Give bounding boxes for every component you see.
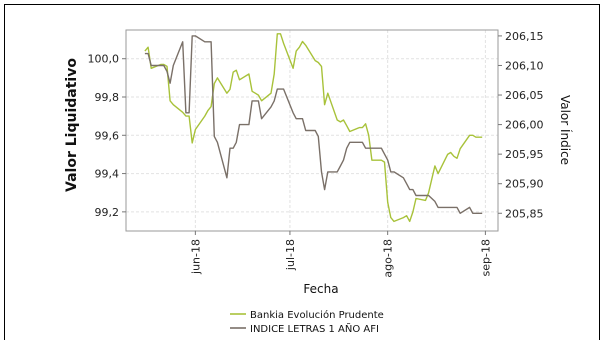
right-tick-label: 206,05 — [505, 89, 544, 102]
left-axis-title: Valor Liquidativo — [64, 58, 80, 192]
left-axis-ticks: 100,0 99,8 99,6 99,4 99,2 — [88, 53, 126, 219]
legend-label: Bankia Evolución Prudente — [250, 309, 384, 321]
left-tick-label: 99,8 — [95, 91, 120, 104]
right-tick-label: 205,90 — [505, 178, 544, 191]
series-line-bankia-evolucion — [144, 33, 483, 223]
right-tick-label: 206,15 — [505, 30, 544, 43]
right-tick-label: 205,95 — [505, 148, 544, 161]
left-tick-label: 99,4 — [95, 168, 120, 181]
x-tick-label: sep-18 — [479, 239, 492, 276]
chart-frame — [4, 4, 600, 340]
right-tick-label: 205,85 — [505, 207, 544, 220]
right-axis-ticks: 206,15 206,10 206,05 206,00 205,95 205,90 205,… — [498, 30, 544, 220]
x-tick-label: jun-18 — [189, 239, 202, 275]
series-line-indice-letras — [144, 35, 483, 215]
plot-area — [125, 29, 499, 232]
right-tick-label: 206,10 — [505, 59, 544, 72]
x-tick-label: jul-18 — [284, 239, 297, 271]
x-axis-title: Fecha — [303, 282, 338, 296]
series-layer — [144, 33, 483, 223]
legend-label: INDICE LETRAS 1 AÑO AFI — [250, 322, 379, 335]
right-axis-title: Valor Índice — [558, 95, 573, 165]
left-tick-label: 100,0 — [88, 53, 120, 66]
x-axis-ticks: jun-18 jul-18 ago-18 sep-18 — [189, 231, 492, 278]
right-tick-label: 206,00 — [505, 119, 544, 132]
left-tick-label: 99,6 — [95, 129, 120, 142]
x-tick-label: ago-18 — [382, 239, 395, 278]
left-tick-label: 99,2 — [95, 206, 120, 219]
